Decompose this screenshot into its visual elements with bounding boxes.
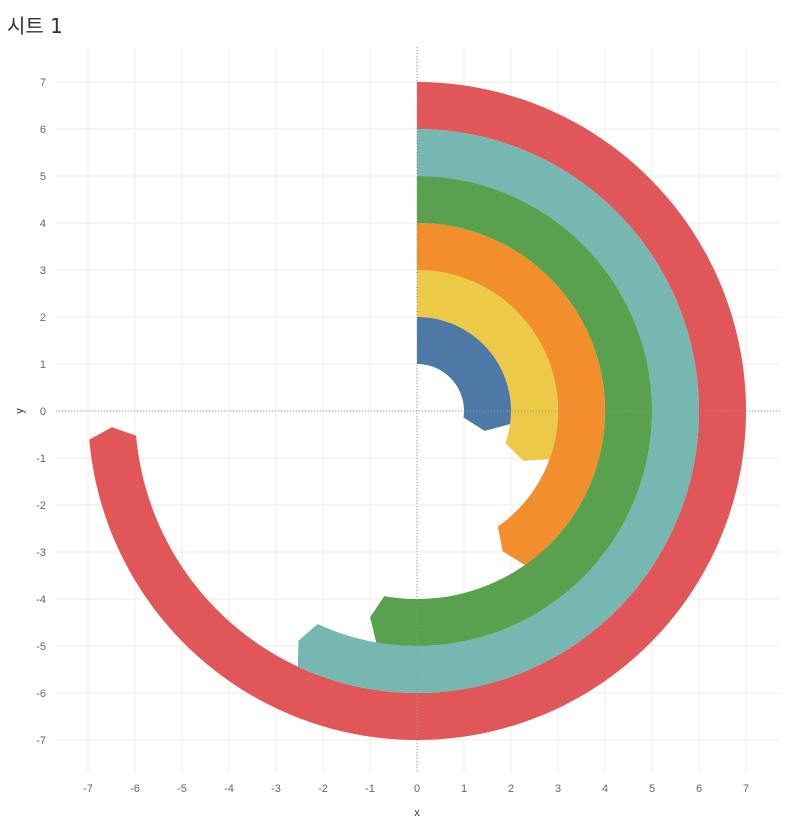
arc-band-3 [370,176,652,646]
bands-layer [89,82,746,740]
x-tick-label: -7 [83,783,93,795]
y-axis-ticks: 7 6 5 4 3 2 1 0 -1 -2 -3 -4 -5 -6 -7 [36,77,46,747]
x-axis-title: x [414,807,420,819]
x-tick-label: 3 [555,783,561,795]
x-tick-label: 1 [461,783,467,795]
y-tick-label: 2 [40,312,46,324]
y-tick-label: 0 [40,406,46,418]
y-tick-label: 5 [40,171,46,183]
x-tick-label: -5 [177,783,187,795]
arc-band-4 [417,223,605,565]
y-tick-label: -3 [36,547,46,559]
y-tick-label: -4 [36,594,46,606]
x-tick-label: 5 [649,783,655,795]
y-tick-label: -1 [36,453,46,465]
y-tick-label: -5 [36,641,46,653]
x-tick-label: 4 [602,783,608,795]
y-tick-label: -7 [36,735,46,747]
arc-band-6 [417,317,511,431]
y-tick-label: 7 [40,77,46,89]
x-tick-label: -2 [318,783,328,795]
y-tick-label: 3 [40,265,46,277]
x-tick-label: 0 [414,783,420,795]
x-tick-label: 2 [508,783,514,795]
y-tick-label: 4 [40,218,46,230]
x-tick-label: -3 [271,783,281,795]
x-tick-label: -4 [224,783,234,795]
zero-lines [56,47,780,773]
y-axis-title: y [14,408,26,414]
arc-band-5 [417,270,558,461]
arc-band-2 [297,129,699,693]
sheet-title: 시트 1 [7,14,63,38]
x-tick-label: 7 [743,783,749,795]
x-tick-label: -1 [365,783,375,795]
x-tick-label: -6 [130,783,140,795]
y-tick-label: -6 [36,688,46,700]
y-tick-label: -2 [36,500,46,512]
y-tick-label: 1 [40,359,46,371]
y-tick-label: 6 [40,124,46,136]
x-axis-ticks: -7 -6 -5 -4 -3 -2 -1 0 1 2 3 4 5 6 7 [83,783,749,795]
x-tick-label: 6 [696,783,702,795]
